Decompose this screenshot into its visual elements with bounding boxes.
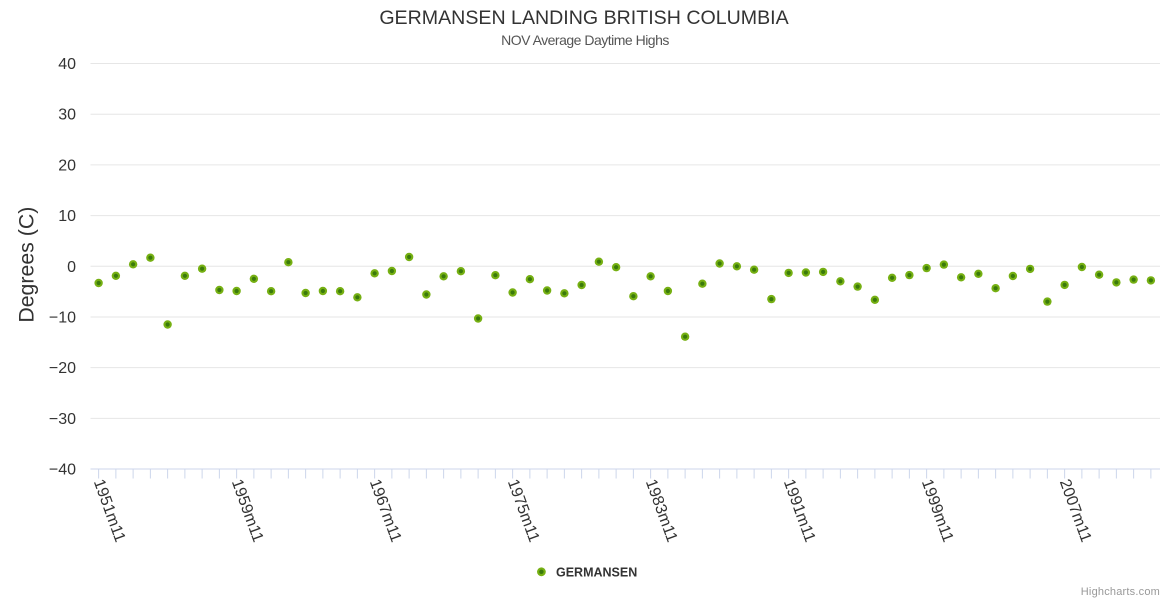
svg-text:10: 10 [58, 208, 76, 225]
svg-text:−40: −40 [49, 462, 76, 479]
svg-text:−20: −20 [49, 360, 76, 377]
svg-text:20: 20 [58, 157, 76, 174]
svg-text:40: 40 [58, 56, 76, 73]
svg-text:Degrees (C): Degrees (C) [14, 207, 38, 323]
svg-text:GERMANSEN LANDING BRITISH COLU: GERMANSEN LANDING BRITISH COLUMBIA [379, 7, 789, 29]
svg-text:0: 0 [67, 259, 76, 276]
svg-text:Highcharts.com: Highcharts.com [1081, 586, 1160, 598]
svg-text:−10: −10 [49, 309, 76, 326]
svg-text:GERMANSEN: GERMANSEN [556, 565, 637, 579]
svg-text:−30: −30 [49, 411, 76, 428]
svg-text:NOV Average Daytime Highs: NOV Average Daytime Highs [501, 32, 669, 48]
svg-text:30: 30 [58, 107, 76, 124]
